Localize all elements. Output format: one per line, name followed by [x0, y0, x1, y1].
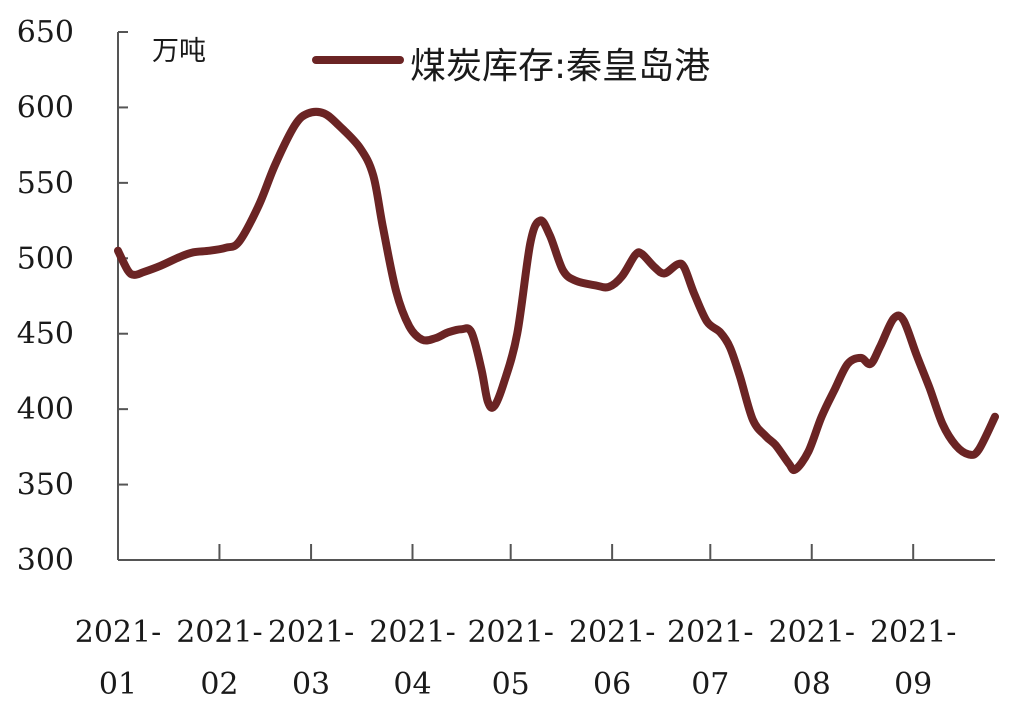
x-tick-label-month: 07: [691, 667, 729, 702]
y-axis-ticks: 300 350 400 450 500 550 600 650: [17, 15, 128, 578]
series-line-qinhuangdao-coal-inventory: [114, 107, 999, 474]
series-group: [114, 107, 999, 474]
legend: 煤炭库存:秦皇岛港: [312, 46, 710, 87]
x-tick-label-year: 2021-: [176, 615, 262, 650]
x-tick-label-month: 09: [894, 667, 932, 702]
y-tick-label: 450: [17, 317, 74, 352]
x-tick-label-month: 06: [593, 667, 631, 702]
x-tick-label-month: 04: [393, 667, 431, 702]
x-tick-label-year: 2021-: [667, 615, 753, 650]
x-tick-label-month: 05: [492, 667, 530, 702]
x-tick-label-month: 08: [793, 667, 831, 702]
x-axis-ticks: 2021- 01 2021- 02 2021- 03 2021- 04 2021- 05 2021-…: [75, 544, 956, 702]
y-tick-label: 600: [17, 90, 74, 125]
y-tick-label: 300: [17, 543, 74, 578]
y-tick-label: 650: [17, 15, 74, 50]
y-axis-unit-label: 万吨: [152, 36, 206, 67]
x-tick-label-month: 02: [200, 667, 238, 702]
y-tick-label: 350: [17, 468, 74, 503]
x-tick-label-year: 2021-: [870, 615, 956, 650]
x-tick-label-year: 2021-: [569, 615, 655, 650]
x-tick-label-year: 2021-: [75, 615, 161, 650]
x-tick-label-year: 2021-: [268, 615, 354, 650]
y-tick-label: 550: [17, 166, 74, 201]
x-tick-label-month: 01: [99, 667, 137, 702]
y-tick-label: 400: [17, 392, 74, 427]
x-tick-label-year: 2021-: [369, 615, 455, 650]
legend-label: 煤炭库存:秦皇岛港: [410, 46, 710, 87]
x-tick-label-month: 03: [292, 667, 330, 702]
y-tick-label: 500: [17, 241, 74, 276]
x-tick-label-year: 2021-: [467, 615, 553, 650]
x-tick-label-year: 2021-: [769, 615, 855, 650]
